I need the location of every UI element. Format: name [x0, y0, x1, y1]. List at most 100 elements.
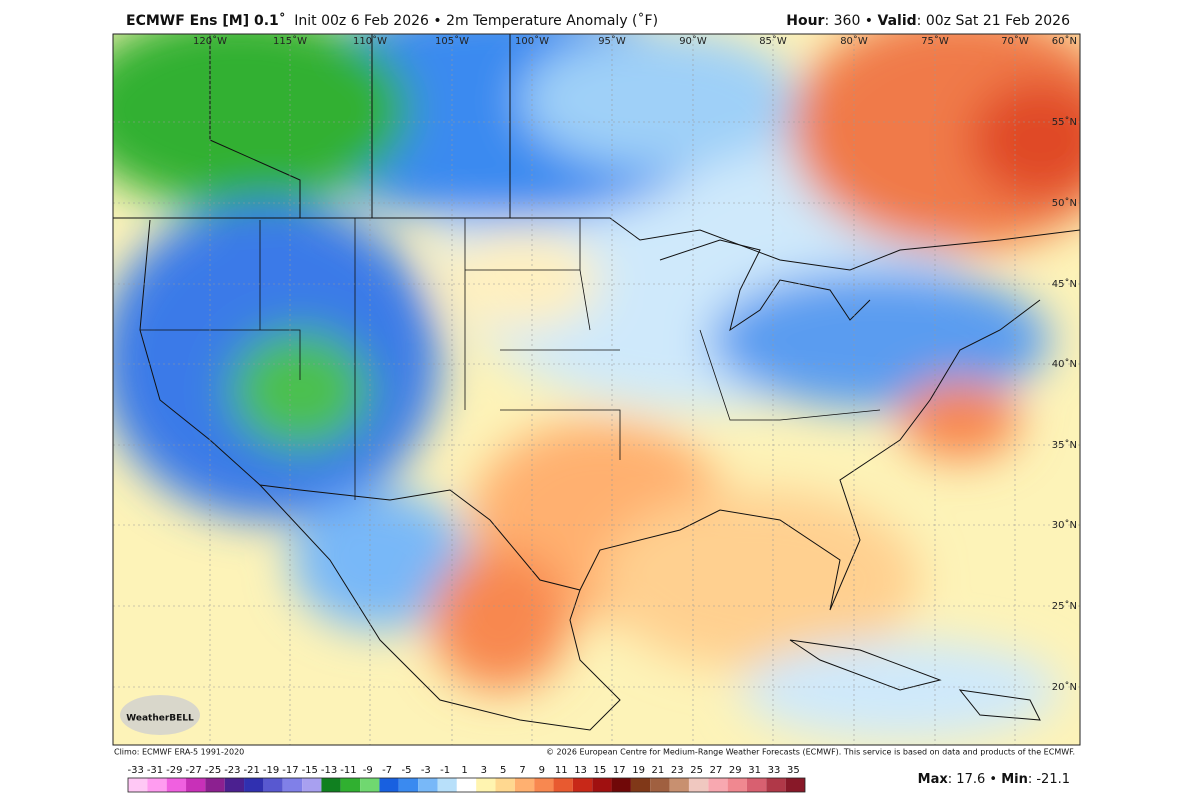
colorbar-swatch: [456, 778, 477, 792]
colorbar-swatch: [128, 778, 148, 792]
latitude-label: 25˚N: [1052, 600, 1077, 612]
colorbar-swatch: [534, 778, 554, 792]
colorbar-swatch: [495, 778, 515, 792]
colorbar-swatch: [205, 778, 225, 792]
colorbar-label: 31: [748, 765, 761, 776]
latitude-label: 20˚N: [1052, 681, 1077, 693]
colorbar-swatch: [302, 778, 322, 792]
coastline: [259, 484, 621, 731]
colorbar-swatch: [186, 778, 206, 792]
field-region: [970, 80, 1080, 200]
colorbar-label: 11: [555, 765, 568, 776]
colorbar: -33 -31 -29 -27 -25 -23 -21 -19 -17 -15 -13 -11 -9 -7…: [127, 765, 806, 793]
colorbar-label: -9: [363, 765, 373, 776]
map-frame: [112, 33, 1081, 746]
colorbar-label: 17: [613, 765, 626, 776]
valid-value: : 00z Sat 21 Feb 2026: [917, 13, 1070, 29]
colorbar-label: -13: [321, 765, 337, 776]
latitude-label: 50˚N: [1052, 197, 1077, 209]
colorbar-swatch: [572, 778, 593, 792]
colorbar-swatch: [766, 778, 786, 792]
lake-shore: [659, 239, 871, 332]
valid-label: Valid: [878, 13, 917, 29]
hour-value: : 360 •: [824, 13, 873, 29]
colorbar-swatch: [418, 778, 438, 792]
colorbar-label: -23: [224, 765, 240, 776]
longitude-label: 85˚W: [759, 35, 787, 47]
graticule: [113, 34, 1080, 745]
border-line: [113, 217, 1080, 271]
borders: [113, 34, 1080, 731]
longitude-label: 70˚W: [1001, 35, 1029, 47]
longitude-label: 115˚W: [273, 35, 307, 47]
logo-badge: [120, 695, 200, 735]
field-region: [230, 330, 370, 450]
colorbar-swatch: [340, 778, 361, 792]
colorbar-label: 25: [690, 765, 703, 776]
colorbar-label: -1: [440, 765, 450, 776]
colorbar-label: 29: [729, 765, 742, 776]
longitude-label: 105˚W: [435, 35, 469, 47]
longitude-label: 90˚W: [679, 35, 707, 47]
colorbar-label: -5: [401, 765, 411, 776]
colorbar-swatch: [785, 778, 805, 792]
max-value: : 17.6 •: [948, 772, 997, 787]
title: ECMWF Ens [M] 0.1˚ Init 00z 6 Feb 2026 •…: [126, 12, 658, 29]
colorbar-label: 27: [710, 765, 723, 776]
longitude-labels: 120˚W 115˚W 110˚W 105˚W 100˚W 95˚W 90˚W 85˚W 80˚…: [193, 35, 1029, 47]
colorbar-swatch: [282, 778, 303, 792]
colorbar-label: 19: [632, 765, 645, 776]
stats: Max: 17.6 • Min: -21.1: [918, 772, 1070, 787]
longitude-label: 100˚W: [515, 35, 549, 47]
colorbar-label: 7: [519, 765, 525, 776]
colorbar-label: 3: [481, 765, 487, 776]
colorbar-swatch: [321, 778, 341, 792]
description: Init 00z 6 Feb 2026 • 2m Temperature Ano…: [294, 12, 658, 29]
colorbar-swatch: [708, 778, 728, 792]
colorbar-swatch: [398, 778, 419, 792]
climo-note: Climo: ECMWF ERA-5 1991-2020: [114, 748, 244, 757]
colorbar-label: 13: [574, 765, 587, 776]
colorbar-label: -11: [340, 765, 356, 776]
colorbar-swatch: [437, 778, 457, 792]
min-value: : -21.1: [1028, 772, 1070, 787]
longitude-label: 75˚W: [921, 35, 949, 47]
latitude-label: 30˚N: [1052, 519, 1077, 531]
state-line: [140, 218, 881, 500]
colorbar-label: -33: [127, 765, 143, 776]
colorbar-label: 9: [539, 765, 545, 776]
copyright: © 2026 European Centre for Medium-Range …: [546, 748, 1075, 757]
colorbar-label: -7: [382, 765, 392, 776]
colorbar-swatch: [630, 778, 651, 792]
colorbar-label: -29: [166, 765, 182, 776]
colorbar-swatch: [514, 778, 535, 792]
colorbar-swatch: [379, 778, 399, 792]
colorbar-swatch: [727, 778, 747, 792]
latitude-label: 60˚N: [1052, 35, 1077, 47]
colorbar-label: -17: [282, 765, 298, 776]
colorbar-label: 33: [768, 765, 781, 776]
colorbar-label: -15: [302, 765, 318, 776]
colorbar-label: 21: [652, 765, 665, 776]
colorbar-swatch: [688, 778, 709, 792]
min-label: Min: [1001, 772, 1028, 787]
colorbar-frame: [127, 777, 806, 793]
colorbar-swatch: [147, 778, 167, 792]
longitude-label: 95˚W: [598, 35, 626, 47]
colorbar-swatch: [166, 778, 187, 792]
latitude-label: 45˚N: [1052, 278, 1077, 290]
colorbar-label: 15: [594, 765, 607, 776]
longitude-label: 110˚W: [353, 35, 387, 47]
colorbar-swatch: [746, 778, 767, 792]
valid-info: Hour: 360 • Valid: 00z Sat 21 Feb 2026: [786, 13, 1070, 29]
colorbar-swatch: [650, 778, 670, 792]
colorbar-label: 5: [500, 765, 506, 776]
hour-label: Hour: [786, 13, 824, 29]
colorbar-swatch: [360, 778, 380, 792]
colorbar-label: -31: [147, 765, 163, 776]
coastline: [139, 219, 1041, 611]
logo: WeatherBELL: [126, 714, 194, 724]
field-region: [520, 34, 800, 170]
latitude-label: 40˚N: [1052, 358, 1077, 370]
